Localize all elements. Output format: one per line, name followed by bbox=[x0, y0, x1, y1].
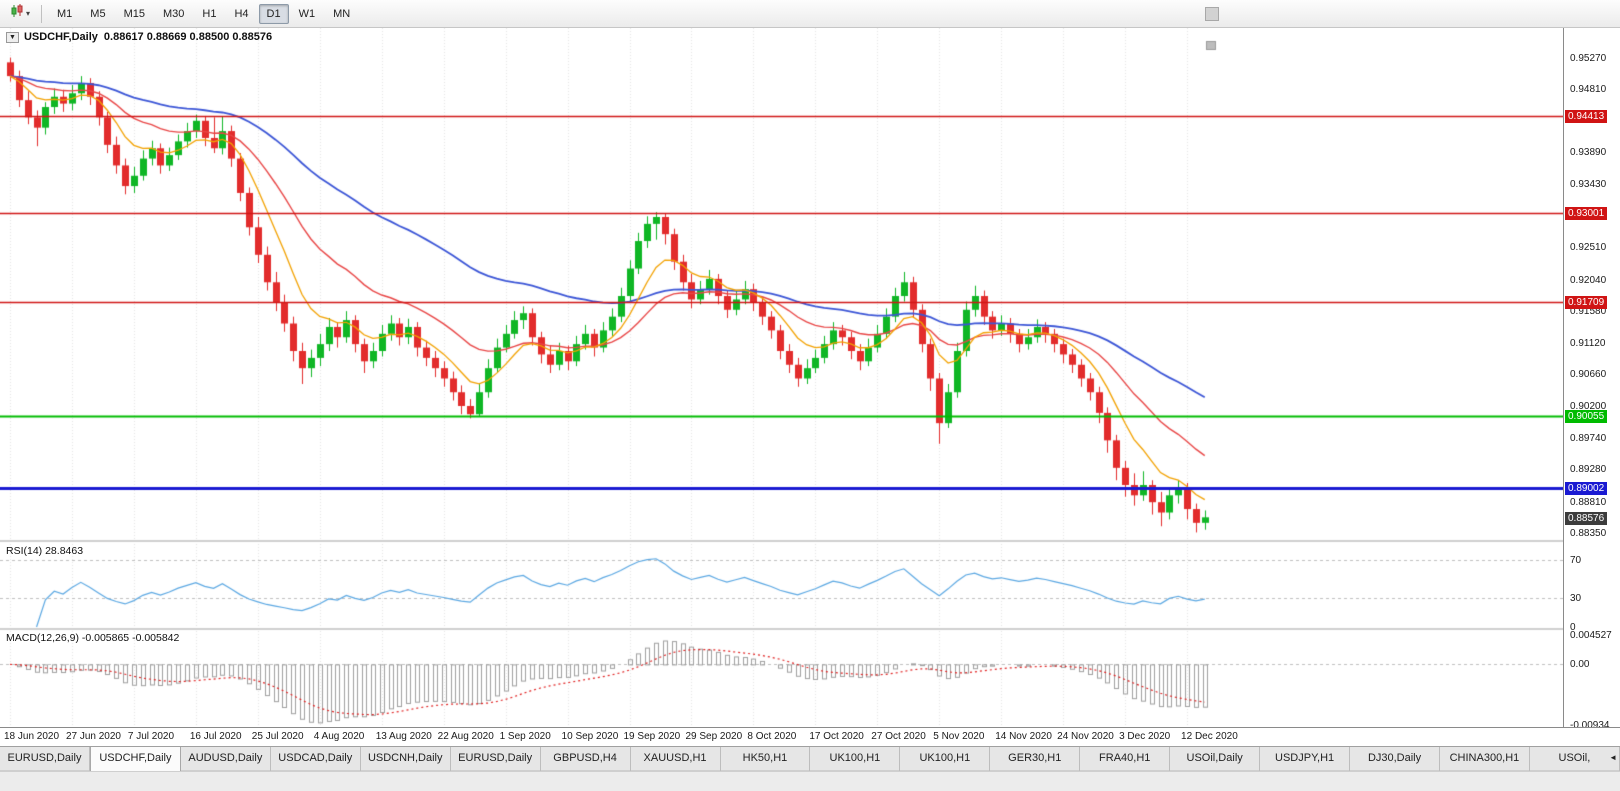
candlestick-chart-icon bbox=[10, 4, 24, 23]
timeframe-button-m30[interactable]: M30 bbox=[162, 7, 185, 20]
price-label: 0.93430 bbox=[1570, 179, 1607, 190]
price-axis[interactable]: 0.95270 0.94810 0.93890 0.93430 0.92510 0.920… bbox=[1563, 28, 1620, 731]
price-label: 0.89740 bbox=[1570, 432, 1607, 444]
hline-price-tag: 0.90055 bbox=[1565, 409, 1608, 423]
date-label: 25 Jul 2020 bbox=[251, 731, 304, 742]
date-label: 13 Aug 2020 bbox=[375, 731, 432, 742]
status-strip bbox=[0, 771, 1620, 791]
hline-price-tag: 0.91709 bbox=[1565, 296, 1608, 310]
date-label: 16 Jul 2020 bbox=[189, 731, 242, 742]
date-label: 27 Oct 2020 bbox=[871, 731, 926, 742]
chart-tab-ger30-h1[interactable]: GER30,H1 bbox=[990, 747, 1081, 771]
price-label: 0.88350 bbox=[1570, 528, 1607, 540]
chart-canvas[interactable] bbox=[0, 28, 1563, 727]
price-label: 0.91120 bbox=[1570, 337, 1606, 349]
chart-tab-usdjpy-h1[interactable]: USDJPY,H1 bbox=[1260, 747, 1351, 771]
price-label: 0.95270 bbox=[1570, 52, 1607, 64]
toolbar: ▾ M1 M5 M15 M30 H1 H4 D1 W1 MN bbox=[0, 0, 1620, 28]
chart-tab-gbpusd-h4[interactable]: GBPUSD,H4 bbox=[540, 747, 631, 771]
chevron-down-icon: ▾ bbox=[26, 9, 31, 18]
chart-tab-china300-h1[interactable]: CHINA300,H1 bbox=[1440, 747, 1530, 771]
chart-tab-fra40-h1[interactable]: FRA40,H1 bbox=[1080, 747, 1171, 771]
timeframe-button-mn[interactable]: MN bbox=[333, 7, 351, 20]
tab-scroll-left-icon[interactable]: ◄ bbox=[1609, 753, 1617, 762]
date-label: 7 Jul 2020 bbox=[127, 731, 175, 742]
chart-tab-bar: EURUSD,Daily USDCHF,Daily AUDUSD,Daily USDC… bbox=[0, 746, 1620, 771]
date-axis[interactable]: 18 Jun 2020 27 Jun 2020 7 Jul 2020 16 Jul 2… bbox=[0, 727, 1620, 747]
chart-tab-audusd-daily[interactable]: AUDUSD,Daily bbox=[180, 747, 271, 771]
rsi-level-label: 0 bbox=[1570, 622, 1576, 633]
date-label: 1 Sep 2020 bbox=[499, 731, 551, 742]
date-label: 19 Sep 2020 bbox=[623, 731, 681, 742]
date-label: 29 Sep 2020 bbox=[685, 731, 743, 742]
hline-price-tag: 0.89002 bbox=[1565, 482, 1608, 496]
hline-price-tag: 0.93001 bbox=[1565, 207, 1608, 221]
chart-ohlc-values: 0.88617 0.88669 0.88500 0.88576 bbox=[103, 31, 273, 43]
chart-collapse-icon[interactable]: ▼ bbox=[6, 31, 19, 43]
chart-tab-usdchf-daily[interactable]: USDCHF,Daily bbox=[89, 747, 181, 771]
current-price-tag: 0.88576 bbox=[1565, 511, 1608, 525]
date-label: 18 Jun 2020 bbox=[4, 731, 60, 742]
chart-tab-hk50-h1[interactable]: HK50,H1 bbox=[720, 747, 811, 771]
rsi-indicator-label: RSI(14) 28.8463 bbox=[6, 545, 84, 557]
toolbar-separator bbox=[41, 4, 43, 23]
timeframe-button-m1[interactable]: M1 bbox=[57, 7, 73, 20]
macd-level-label: 0.004527 bbox=[1570, 630, 1612, 642]
chart-tab-xauusd-h1[interactable]: XAUUSD,H1 bbox=[630, 747, 721, 771]
chart-tab-eurusd-daily[interactable]: EURUSD,Daily bbox=[0, 747, 90, 771]
price-label: 0.91580 bbox=[1570, 306, 1607, 318]
chart-symbol-period: USDCHF,Daily bbox=[23, 31, 98, 43]
price-label: 0.88810 bbox=[1570, 496, 1607, 508]
hline-price-tag: 0.94413 bbox=[1565, 110, 1608, 124]
macd-indicator-label: MACD(12,26,9) -0.005865 -0.005842 bbox=[6, 632, 180, 644]
chart-tab-usdcad-daily[interactable]: USDCAD,Daily bbox=[270, 747, 361, 771]
timeframe-button-group: M1 M5 M15 M30 H1 H4 D1 W1 MN bbox=[48, 3, 359, 24]
chart-tab-uk100-h1[interactable]: UK100,H1 bbox=[810, 747, 901, 771]
price-label: 0.93890 bbox=[1570, 147, 1607, 159]
chart-tab-eurusd-daily[interactable]: EURUSD,Daily bbox=[450, 747, 541, 771]
date-label: 24 Nov 2020 bbox=[1057, 731, 1114, 742]
price-label: 0.90200 bbox=[1570, 400, 1607, 412]
date-label: 10 Sep 2020 bbox=[561, 731, 619, 742]
timeframe-button-h4[interactable]: H4 bbox=[234, 7, 249, 20]
price-label: 0.92510 bbox=[1570, 242, 1607, 254]
date-label: 12 Dec 2020 bbox=[1181, 731, 1238, 742]
price-label: 0.90660 bbox=[1570, 369, 1607, 381]
timeframe-button-w1[interactable]: W1 bbox=[298, 7, 316, 20]
timeframe-button-h1[interactable]: H1 bbox=[202, 7, 217, 20]
date-label: 27 Jun 2020 bbox=[65, 731, 121, 742]
date-label: 17 Oct 2020 bbox=[809, 731, 864, 742]
macd-level-label: 0.00 bbox=[1570, 659, 1590, 671]
chart-tab-usdcnh-daily[interactable]: USDCNH,Daily bbox=[360, 747, 451, 771]
date-label: 8 Oct 2020 bbox=[747, 731, 797, 742]
toolbar-overflow-button[interactable] bbox=[1205, 7, 1219, 21]
rsi-level-label: 70 bbox=[1570, 555, 1582, 567]
timeframe-button-d1[interactable]: D1 bbox=[258, 3, 289, 24]
price-label: 0.92040 bbox=[1570, 274, 1607, 286]
date-label: 14 Nov 2020 bbox=[995, 731, 1052, 742]
date-label: 3 Dec 2020 bbox=[1119, 731, 1171, 742]
date-label: 5 Nov 2020 bbox=[933, 731, 985, 742]
chart-title: ▼ USDCHF,Daily 0.88617 0.88669 0.88500 0… bbox=[6, 31, 272, 43]
date-label: 22 Aug 2020 bbox=[437, 731, 494, 742]
macd-level-label: -0.00934 bbox=[1570, 719, 1610, 731]
chart-tab-uk100-h1[interactable]: UK100,H1 bbox=[900, 747, 991, 771]
timeframe-button-m5[interactable]: M5 bbox=[90, 7, 106, 20]
chart-tab-usoil-daily[interactable]: USOil,Daily bbox=[1170, 747, 1261, 771]
rsi-level-label: 30 bbox=[1570, 593, 1582, 605]
price-label: 0.89280 bbox=[1570, 464, 1607, 476]
price-label: 0.94810 bbox=[1570, 84, 1607, 96]
chart-tab-dj30-daily[interactable]: DJ30,Daily bbox=[1350, 747, 1440, 771]
chart-tab-usoil[interactable]: USOil, bbox=[1529, 747, 1620, 771]
timeframe-button-m15[interactable]: M15 bbox=[123, 7, 145, 20]
date-label: 4 Aug 2020 bbox=[313, 731, 365, 742]
chart-type-button[interactable]: ▾ bbox=[5, 1, 35, 26]
